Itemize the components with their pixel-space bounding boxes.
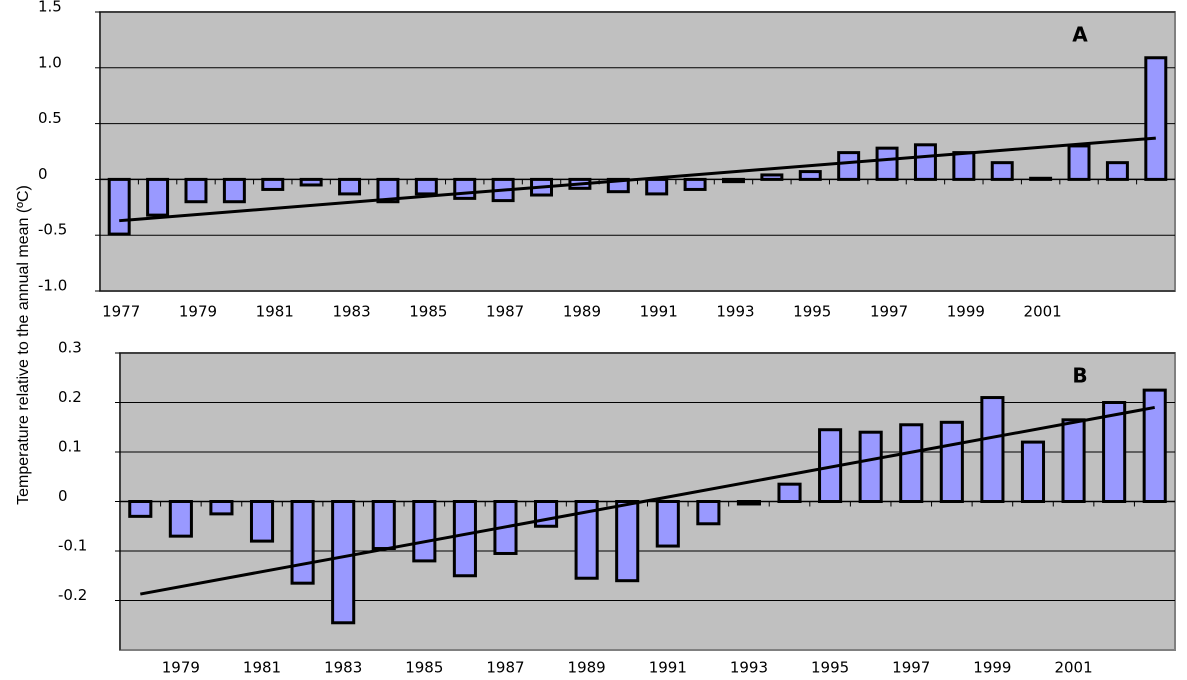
y-tick-label: 0.3 [58,339,82,357]
trend-line [140,405,1155,596]
panel-label: B [1072,364,1087,388]
bar [990,161,1014,181]
x-tick-label: 2001 [1054,659,1092,677]
bar [899,423,924,503]
bar [645,177,669,196]
y-tick-label: -1.0 [38,277,67,295]
bar [1061,418,1086,504]
bar [722,177,745,184]
bar [249,500,275,543]
bar [952,151,976,181]
bar [913,143,937,181]
bar [736,500,761,506]
bar [980,396,1005,503]
bar [453,177,477,200]
x-tick-label: 1979 [179,303,217,321]
bar [683,177,707,191]
x-tick-label: 1983 [332,303,370,321]
bar [261,177,285,191]
bar [290,500,315,585]
bar [837,151,861,181]
y-tick-label: 1.5 [38,0,62,16]
bar [655,500,680,548]
plot-area [99,11,1176,292]
x-tick-label: 1987 [486,659,524,677]
bar [1020,440,1046,504]
y-tick-label: 0.2 [58,388,82,406]
x-tick-label: 1993 [716,303,754,321]
x-tick-label: 1993 [730,659,768,677]
bar [798,170,822,181]
x-tick-label: 1983 [324,659,362,677]
bar [858,430,883,504]
x-tick-label: 1979 [162,659,200,677]
y-tick-label: 0.5 [38,109,62,127]
bar [128,500,153,518]
x-tick-label: 1989 [568,659,606,677]
x-tick-label: 1981 [256,303,294,321]
bar [331,500,356,625]
bar [1144,56,1168,181]
x-tick-label: 1997 [870,303,908,321]
bar [371,500,396,551]
bar [939,420,964,503]
y-tick-label: -0.2 [58,586,87,604]
bar [615,500,640,583]
x-tick-label: 1989 [563,303,601,321]
x-tick-label: 1995 [793,303,831,321]
bar [107,177,131,236]
x-tick-label: 1999 [973,659,1011,677]
x-tick-label: 1981 [243,659,281,677]
x-tick-label: 1977 [102,303,140,321]
panel-label: A [1072,23,1088,47]
bar [777,482,802,503]
bar [1067,144,1091,181]
y-axis-label: Temperature relative to the annual mean … [15,185,32,505]
bar [414,177,438,196]
bar [760,173,784,181]
bar [168,500,193,538]
bar [376,177,400,204]
x-tick-label: 1985 [405,659,443,677]
bar [209,500,234,516]
trend-line [119,136,1156,223]
bar [875,146,899,181]
bar [1105,161,1129,181]
x-tick-label: 2001 [1024,303,1062,321]
bar [1142,388,1167,503]
bar [412,500,437,563]
bar [1029,176,1053,181]
x-tick-label: 1995 [811,659,849,677]
bar [452,500,477,578]
bar [146,177,170,217]
y-tick-label: 1.0 [38,53,62,71]
x-tick-label: 1997 [892,659,930,677]
x-tick-label: 1987 [486,303,524,321]
bar [574,500,599,580]
y-tick-label: 0 [58,487,68,505]
bar [338,177,362,196]
x-tick-label: 1991 [640,303,678,321]
y-tick-label: 0 [38,165,48,183]
bar [696,500,721,526]
y-tick-label: -0.1 [58,537,87,555]
y-tick-label: 0.1 [58,438,82,456]
x-tick-label: 1991 [649,659,687,677]
bar [184,177,208,204]
x-tick-label: 1985 [409,303,447,321]
x-tick-label: 1999 [947,303,985,321]
bar [1102,401,1127,503]
bar [222,177,246,204]
bar [299,177,323,187]
y-tick-label: -0.5 [38,221,67,239]
bar [534,500,559,528]
